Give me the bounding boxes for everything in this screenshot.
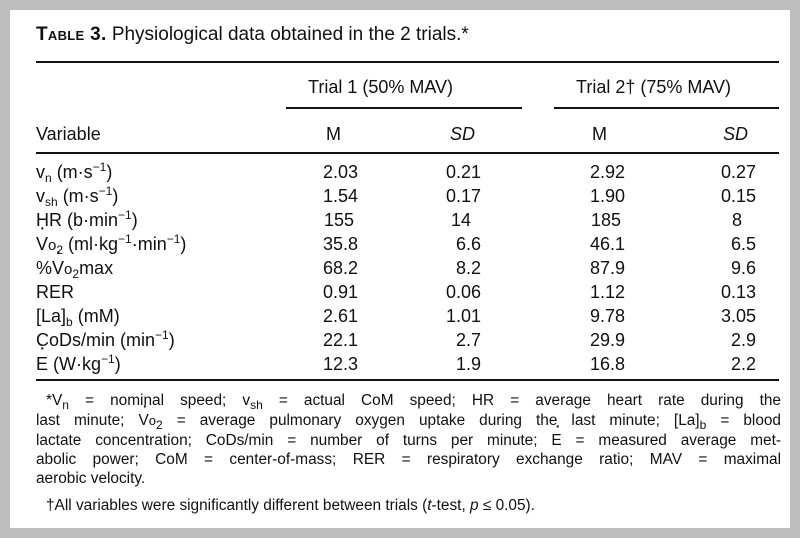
trial1-sd-cell: 0.06 <box>445 282 481 302</box>
trial2-sd-cell: 9.6 <box>730 258 756 278</box>
variable-header: Variable <box>36 124 101 144</box>
trial2-sd-cell: 8 <box>731 210 742 230</box>
trial1-mean-cell: 2.03 <box>322 162 358 182</box>
footnote-star-cont: last minute; Vo2 = average pulmonary oxy… <box>36 396 781 488</box>
trial2-sd-cell: 2.2 <box>730 354 756 374</box>
trial1-mean-cell: 0.91 <box>322 282 358 302</box>
trial2-mean-cell: 9.78 <box>589 306 625 326</box>
trial2-mean-cell: 29.9 <box>589 330 625 350</box>
trial2-rule <box>554 107 779 109</box>
trial1-sd-cell: 14 <box>450 210 471 230</box>
bottom-rule <box>36 379 779 381</box>
footnote-line-2: last minute; Vo2 = average pulmonary oxy… <box>36 396 781 432</box>
trial1-mean-cell: 22.1 <box>322 330 358 350</box>
trial2-sd-cell: 0.27 <box>720 162 756 182</box>
trial2-mean-cell: 1.12 <box>589 282 625 302</box>
trial1-mean-cell: 35.8 <box>322 234 358 254</box>
trial1-sd-cell: 0.17 <box>445 186 481 206</box>
trial1-sd-cell: 6.6 <box>455 234 481 254</box>
var-cods: CoDs/min (min−1) <box>36 328 175 350</box>
trial1-sd-cell: 0.21 <box>445 162 481 182</box>
table-title: Table 3. Physiological data obtained in … <box>36 24 469 46</box>
footnote-line-3: lactate concentration; CoDs/min = number… <box>36 416 781 450</box>
footnote-dagger: †All variables were significantly differ… <box>46 497 535 514</box>
var-hr: HR (b·min−1) <box>36 208 138 230</box>
var-e: E (W·kg−1) <box>36 338 121 377</box>
trial2-mean-header: M <box>592 124 607 144</box>
footnote-star: *Vn = nominal speed; vsh = actual CoM sp… <box>46 391 781 412</box>
trial1-header: Trial 1 (50% MAV) <box>308 77 454 97</box>
footnote-line-1: *Vn = nominal speed; vsh = actual CoM sp… <box>46 392 781 412</box>
header-rule <box>36 152 779 154</box>
trial2-mean-cell: 1.90 <box>589 186 625 206</box>
top-rule <box>36 61 779 63</box>
trial1-mean-cell: 68.2 <box>322 258 358 278</box>
trial2-mean-cell: 87.9 <box>589 258 625 278</box>
trial2-sd-cell: 2.9 <box>730 330 756 350</box>
trial2-mean-cell: 2.92 <box>589 162 625 182</box>
trial2-sd-cell: 0.15 <box>720 186 756 206</box>
trial2-sd-header: SD <box>723 124 749 144</box>
var-vo2: Vo2 (ml·kg−1·min−1) <box>36 218 186 257</box>
trial1-sd-header: SD <box>450 124 476 144</box>
footnote-line-4: abolic power; CoM = center-of-mass; RER … <box>36 451 781 468</box>
var-vsh: vsh (m·s−1) <box>36 184 119 209</box>
var-vn: vn (m·s−1) <box>36 160 113 185</box>
trial1-mean-cell: 12.3 <box>322 354 358 374</box>
table-number: Table 3. <box>36 24 107 45</box>
trial2-mean-cell: 16.8 <box>589 354 625 374</box>
trial2-header: Trial 2† (75% MAV) <box>576 77 732 97</box>
trial2-mean-cell: 46.1 <box>589 234 625 254</box>
trial1-sd-cell: 1.01 <box>445 306 481 326</box>
table-caption: Physiological data obtained in the 2 tri… <box>111 24 469 45</box>
trial1-sd-cell: 1.9 <box>455 354 481 374</box>
trial2-mean-cell: 185 <box>590 210 621 230</box>
footnote-line-5: aerobic velocity. <box>36 470 146 487</box>
trial1-mean-cell: 2.61 <box>322 306 358 326</box>
trial1-mean-cell: 155 <box>323 210 354 230</box>
var-la: [La]b (mM) <box>36 306 120 329</box>
var-pct-vo2max: %Vo2max <box>36 242 113 281</box>
trial2-sd-cell: 3.05 <box>720 306 756 326</box>
trial1-sd-cell: 2.7 <box>455 330 481 350</box>
var-rer: RER <box>36 282 75 302</box>
trial2-sd-cell: 6.5 <box>730 234 756 254</box>
trial1-mean-header: M <box>326 124 341 144</box>
trial2-sd-cell: 0.13 <box>720 282 756 302</box>
trial1-mean-cell: 1.54 <box>322 186 358 206</box>
trial1-rule <box>286 107 522 109</box>
trial1-sd-cell: 8.2 <box>455 258 481 278</box>
